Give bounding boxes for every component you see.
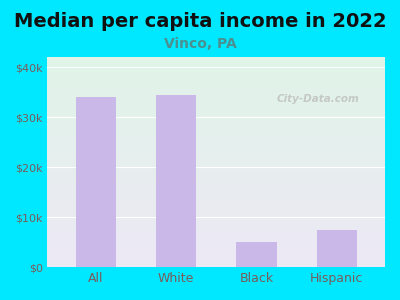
Bar <box>156 94 196 267</box>
Bar <box>76 97 116 267</box>
Bar <box>317 230 357 267</box>
Text: Vinco, PA: Vinco, PA <box>164 38 236 52</box>
Text: Median per capita income in 2022: Median per capita income in 2022 <box>14 12 386 31</box>
Bar <box>236 242 276 267</box>
Text: City-Data.com: City-Data.com <box>277 94 360 104</box>
